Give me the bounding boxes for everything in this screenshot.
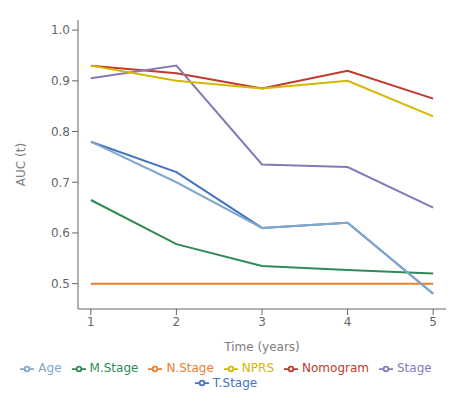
html-text:N.Stage: N.Stage [166, 361, 214, 375]
svg-text:1: 1 [87, 315, 95, 329]
svg-text:2: 2 [173, 315, 181, 329]
html-text:M.Stage: M.Stage [89, 361, 139, 375]
svg-text:0.6: 0.6 [51, 226, 70, 240]
svg-text:1.0: 1.0 [51, 23, 70, 37]
svg-text:0.7: 0.7 [51, 176, 70, 190]
html-text:NPRS: NPRS [241, 361, 274, 375]
svg-text:0.9: 0.9 [51, 74, 70, 88]
html-text:T.Stage: T.Stage [212, 375, 258, 390]
svg-text:0.8: 0.8 [51, 125, 70, 139]
svg-text:4: 4 [344, 315, 352, 329]
html-text:Age: Age [38, 361, 62, 375]
html-text:Stage: Stage [397, 361, 432, 375]
svg-text:0.5: 0.5 [51, 277, 70, 291]
svg-text:5: 5 [429, 315, 437, 329]
svg-text:3: 3 [258, 315, 266, 329]
svg-text:Time (years): Time (years) [223, 340, 300, 354]
svg-text:AUC (t): AUC (t) [14, 143, 28, 186]
html-text:Nomogram: Nomogram [302, 361, 369, 375]
